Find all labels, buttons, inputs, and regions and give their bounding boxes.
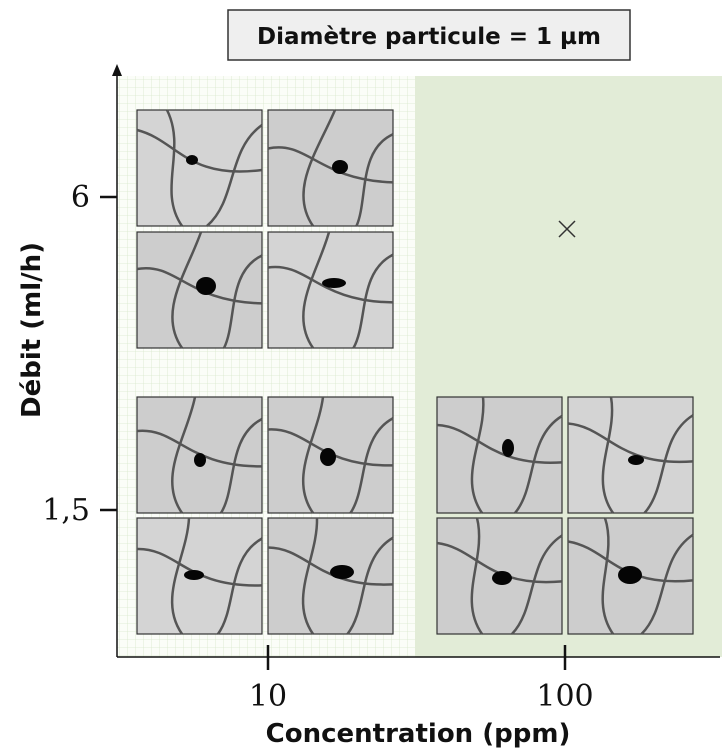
boundary: [436, 541, 563, 584]
boundary: [222, 254, 263, 349]
boundary: [136, 266, 263, 305]
boundary: [601, 517, 615, 635]
y-tick-label: 1,5: [42, 493, 90, 528]
boundary: [136, 429, 263, 468]
x-axis-label: Concentration (ppm): [266, 719, 571, 749]
boundary: [436, 423, 563, 464]
micrograph-frame: [436, 396, 563, 514]
boundary: [567, 422, 694, 464]
boundary: [640, 533, 694, 635]
x-tick-label: 100: [536, 679, 593, 714]
micrograph: [136, 109, 263, 227]
particle: [332, 160, 348, 174]
boundary: [301, 517, 319, 635]
no-data-cross: [558, 220, 576, 238]
boundary: [171, 517, 191, 635]
particle: [320, 448, 336, 466]
boundary: [216, 537, 263, 635]
boundary: [352, 253, 394, 349]
boundary: [514, 414, 563, 514]
micrograph: [267, 109, 394, 227]
boundary: [643, 414, 694, 514]
boundary: [171, 231, 203, 349]
micrograph: [567, 517, 694, 635]
boundary: [567, 540, 694, 583]
boundary: [302, 396, 325, 514]
boundary: [349, 417, 394, 514]
boundary: [171, 396, 197, 514]
micrographs: [136, 109, 694, 635]
boundary: [136, 128, 263, 173]
micrograph: [136, 396, 263, 514]
micrograph-frame: [567, 396, 694, 514]
title: Diamètre particule = 1 µm: [257, 24, 601, 50]
boundary: [470, 517, 484, 635]
particle: [194, 453, 206, 467]
particle: [184, 570, 204, 580]
particle: [196, 277, 216, 295]
micrograph: [436, 396, 563, 514]
boundary: [267, 146, 394, 184]
boundary: [511, 534, 563, 635]
micrograph-frame: [267, 517, 394, 635]
micrograph: [436, 517, 563, 635]
y-axis-label: Débit (ml/h): [17, 242, 47, 418]
micrograph: [136, 231, 263, 349]
y-axis-arrow: [112, 64, 122, 76]
y-tick-label: 6: [71, 180, 90, 215]
title-box: [227, 9, 631, 61]
boundary: [302, 109, 337, 227]
boundary: [355, 133, 394, 227]
boundary: [206, 123, 263, 227]
boundary: [219, 417, 263, 514]
boundary: [601, 396, 615, 514]
boundary: [267, 546, 394, 586]
boundary: [267, 265, 394, 304]
boundary: [346, 536, 394, 635]
boundary: [302, 231, 331, 349]
micrograph: [136, 517, 263, 635]
micrograph: [267, 231, 394, 349]
boundary: [136, 547, 263, 587]
particle: [502, 439, 514, 457]
particle: [618, 566, 642, 584]
particle: [628, 455, 644, 465]
micrograph: [267, 517, 394, 635]
particle: [330, 565, 354, 579]
particle: [322, 278, 346, 288]
boundary: [267, 428, 394, 467]
boundary: [165, 109, 184, 227]
x-tick-label: 10: [249, 679, 287, 714]
micrograph-frame: [136, 109, 263, 227]
particle: [492, 571, 512, 585]
particle: [186, 155, 198, 165]
micrograph: [267, 396, 394, 514]
boundary: [470, 396, 485, 514]
micrograph: [567, 396, 694, 514]
